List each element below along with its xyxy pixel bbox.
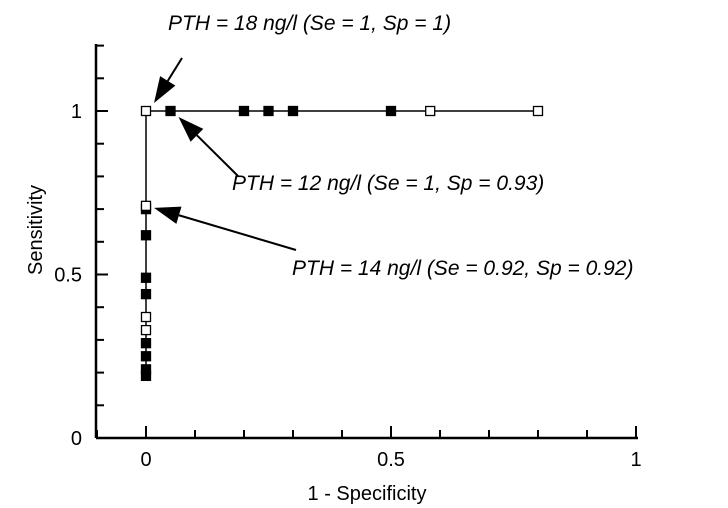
annotation-arrow-head [154, 206, 182, 224]
x-axis-title: 1 - Specificity [308, 483, 427, 505]
data-point-open [140, 200, 152, 211]
data-point-open [140, 105, 152, 117]
data-point-filled [140, 351, 152, 362]
roc-curve-line [145, 110, 538, 376]
data-point-filled [263, 105, 274, 117]
annotation-arrows [154, 57, 297, 251]
data-point-filled [140, 272, 152, 283]
y-tick-label: 0 [71, 428, 82, 450]
annotation-arrow-head [154, 76, 176, 103]
data-point-filled [385, 105, 397, 117]
y-tick-label: 1 [71, 101, 82, 123]
data-point-filled [287, 105, 299, 117]
data-point-open [532, 105, 544, 117]
data-point-filled [165, 105, 176, 117]
x-tick-label: 1 [630, 449, 641, 471]
data-point-open [140, 311, 152, 323]
data-point-open [140, 324, 152, 336]
data-point-open [425, 105, 436, 117]
data-point-filled [140, 364, 152, 375]
data-point-filled [140, 338, 152, 349]
axis-ticks [96, 44, 637, 438]
roc-markers [140, 105, 544, 382]
annotation-pth-18: PTH = 18 ng/l (Se = 1, Sp = 1) [168, 12, 451, 35]
annotation-arrow-shaft [166, 57, 183, 82]
annotation-arrow-shaft [196, 134, 239, 177]
annotation-pth-12: PTH = 12 ng/l (Se = 1, Sp = 0.93) [232, 172, 544, 195]
annotation-pth-14: PTH = 14 ng/l (Se = 0.92, Sp = 0.92) [292, 257, 633, 280]
data-point-filled [140, 230, 152, 241]
y-axis-title: Sensitivity [25, 185, 47, 275]
annotation-arrow-head [178, 117, 204, 142]
x-tick-label: 0.5 [377, 449, 405, 471]
data-point-filled [238, 105, 250, 117]
data-point-filled [140, 288, 152, 300]
annotation-arrow-shaft [178, 214, 297, 251]
y-tick-label: 0.5 [54, 265, 82, 287]
x-tick-label: 0 [140, 449, 151, 471]
